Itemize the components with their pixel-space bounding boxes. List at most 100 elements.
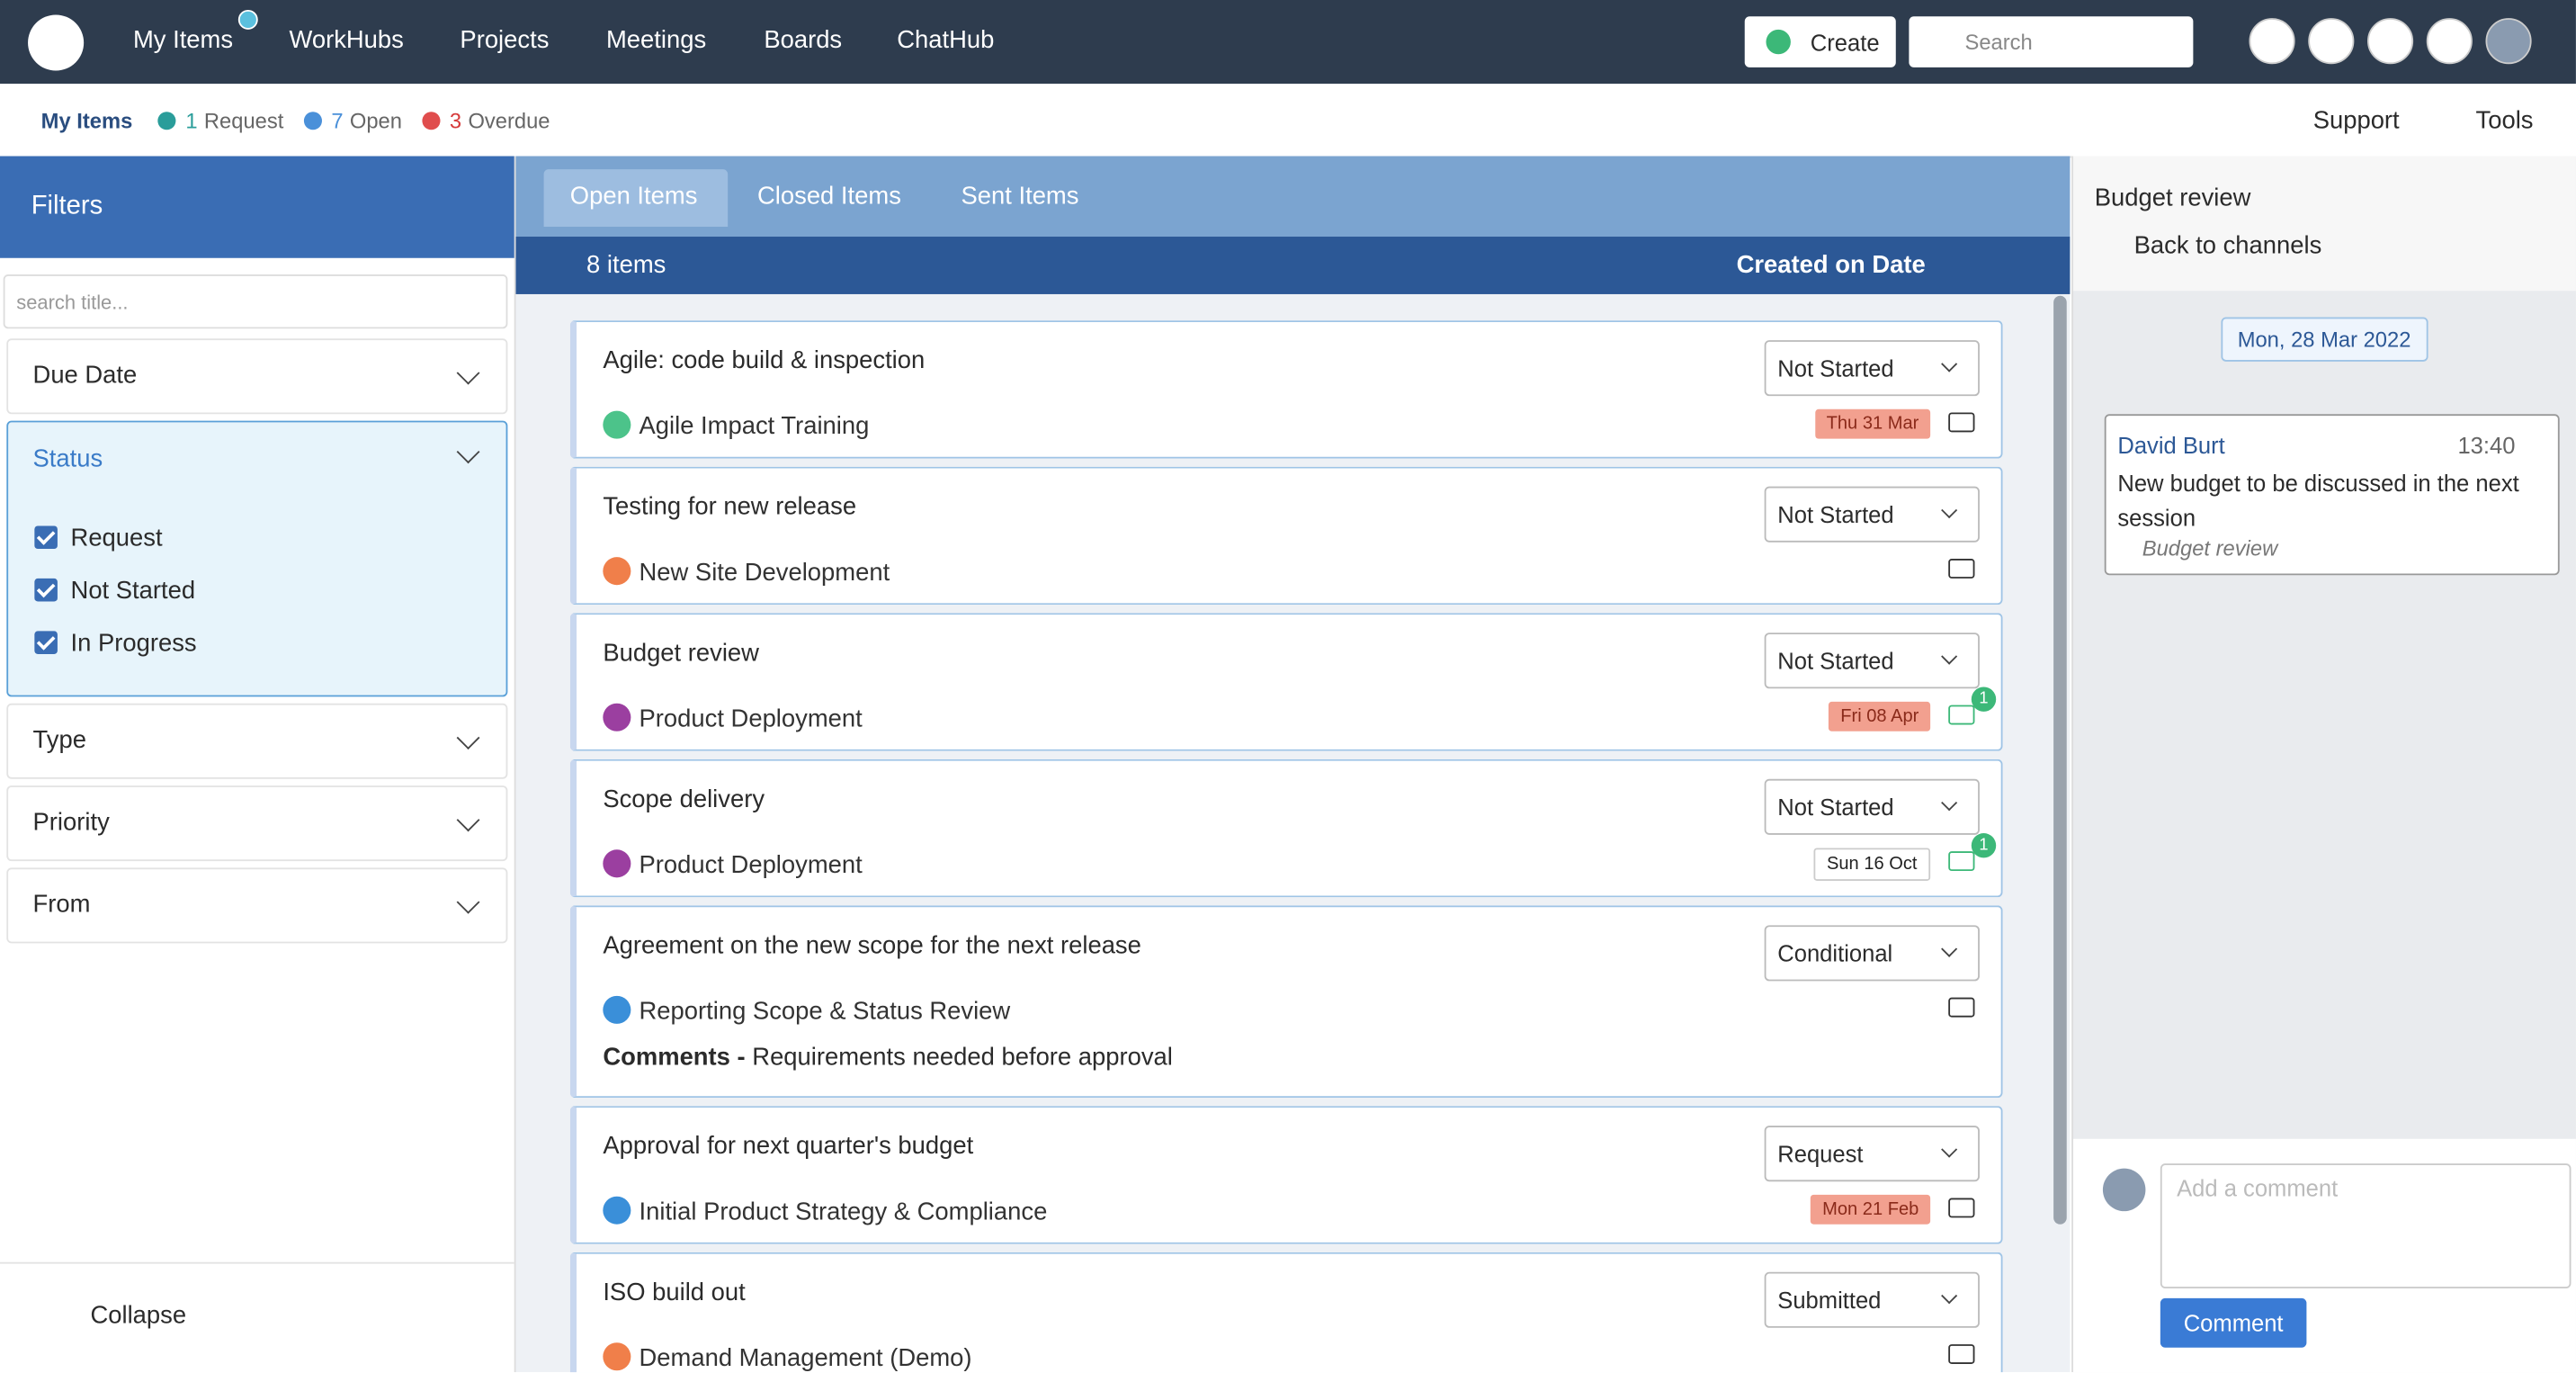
tabs: Open Items Closed Items Sent Items [515,156,2071,238]
item-project: New Site Development [603,557,890,587]
item-project: Demand Management (Demo) [603,1342,972,1372]
tab[interactable]: Sent Items [961,182,1079,211]
support-link[interactable]: Support [2312,106,2400,135]
search-box[interactable]: Search [1909,16,2194,67]
tab-active-bg [543,169,729,228]
item-card[interactable]: Approval for next quarter's budget Initia… [569,1106,2003,1244]
stat-count[interactable]: 7 [331,108,344,133]
chat-icon[interactable] [1948,559,1975,579]
comment-count: 1 [1971,686,1997,712]
plus-icon [1766,29,1791,55]
tab[interactable]: Open Items [569,182,698,211]
tools-link[interactable]: Tools [2475,106,2534,135]
project-name: Product Deployment [639,851,863,880]
chat-icon[interactable] [1948,1198,1975,1218]
stat-count[interactable]: 3 [449,108,462,133]
logo[interactable] [28,14,85,71]
create-button[interactable]: Create [1744,16,1896,67]
status-select[interactable]: Not Started [1764,633,1980,689]
message-ref[interactable]: Budget review [2142,535,2278,561]
help-icon[interactable] [2366,18,2414,65]
nav-item[interactable]: ChatHub [897,26,995,55]
filter-section[interactable]: From [6,867,508,944]
filters-title: Filters [0,156,514,258]
nav-item[interactable]: Boards [764,26,843,55]
project-icon [603,849,631,878]
stat-label[interactable]: Open [349,108,402,133]
status-option[interactable]: Not Started [34,577,195,605]
item-title: Budget review [603,639,759,668]
nav-item[interactable]: My Items [132,26,234,55]
section-label: Priority [32,808,110,837]
chat-icon[interactable] [1948,412,1975,433]
nav-item[interactable]: Projects [460,26,550,55]
chat-icon[interactable] [1948,1344,1975,1364]
comment-input[interactable]: Add a comment [2160,1163,2572,1288]
option-label: Not Started [70,577,196,606]
filter-section[interactable]: Priority [6,785,508,862]
nav-item[interactable]: WorkHubs [289,26,404,55]
item-card[interactable]: Agreement on the new scope for the next … [569,905,2003,1099]
status-select[interactable]: Not Started [1764,486,1980,543]
status-section[interactable]: Status Request Not Started In Progress [6,420,508,697]
filter-section[interactable]: Due Date [6,338,508,415]
sub-bar: My Items 1 Request 7 Open 3 Overdue Support T… [0,84,2576,158]
back-link[interactable]: Back to channels [2133,231,2322,260]
item-title: Agile: code build & inspection [603,346,926,375]
chat-icon[interactable] [1948,851,1975,872]
stats: 1 Request 7 Open 3 Overdue [138,109,550,133]
subbar-title[interactable]: My Items [40,108,133,133]
project-icon [603,1196,631,1225]
stat-label[interactable]: Request [203,108,284,133]
chat-icon[interactable] [1948,997,1975,1018]
chat-title: Budget review [2094,184,2251,212]
filter-search[interactable]: search title... [3,274,508,329]
nav-item[interactable]: Meetings [605,26,707,55]
notify-dot [237,9,258,30]
item-card[interactable]: Testing for new release New Site Developm… [569,466,2003,606]
filter-section[interactable]: Type [6,703,508,779]
chevron [456,440,480,464]
share-icon[interactable] [2308,18,2355,65]
sort-label[interactable]: Created on Date [1736,251,1926,280]
items-count: 8 items [586,251,666,280]
scrollbar[interactable] [2053,295,2067,1225]
tab[interactable]: Closed Items [757,182,901,211]
collapse-bar[interactable]: Collapse [0,1261,514,1372]
status-option[interactable]: In Progress [34,629,197,658]
option-label: Request [70,524,163,552]
item-card[interactable]: Agile: code build & inspection Agile Impa… [569,320,2003,459]
due-date: Mon 21 Feb [1811,1194,1931,1225]
collapse-label: Collapse [90,1301,187,1330]
project-icon [603,703,631,731]
item-card[interactable]: ISO build out Demand Management (Demo) Sub… [569,1252,2003,1373]
message-author: David Burt [2117,432,2225,459]
status-option[interactable]: Request [34,524,163,552]
project-name: New Site Development [639,559,890,588]
status-value: Not Started [1777,354,1894,381]
project-icon [603,557,631,586]
status-select[interactable]: Request [1764,1126,1980,1182]
status-select[interactable]: Not Started [1764,778,1980,835]
favorites-icon[interactable] [2249,18,2295,65]
comment-button[interactable]: Comment [2160,1297,2307,1348]
item-card[interactable]: Budget review Product Deployment Not Start… [569,613,2003,751]
status-value: Not Started [1777,647,1894,674]
chat-icon[interactable] [1948,704,1975,725]
stat-dot [157,112,176,130]
status-select[interactable]: Conditional [1764,925,1980,982]
status-select[interactable]: Submitted [1764,1271,1980,1328]
messages-icon[interactable] [2426,18,2473,65]
checkbox [34,578,58,602]
stat-count[interactable]: 1 [185,108,198,133]
avatar[interactable] [2485,18,2532,65]
project-icon [603,410,631,439]
item-card[interactable]: Scope delivery Product Deployment Not Star… [569,758,2003,898]
status-select[interactable]: Not Started [1764,340,1980,397]
project-name: Reporting Scope & Status Review [639,997,1011,1026]
filters-panel: Filters search title... Due Date Status Re… [0,156,516,1373]
stat-label[interactable]: Overdue [468,108,550,133]
chat-panel: Budget review Back to channels Mon, 28 M… [2071,156,2576,1373]
option-label: In Progress [70,629,197,658]
